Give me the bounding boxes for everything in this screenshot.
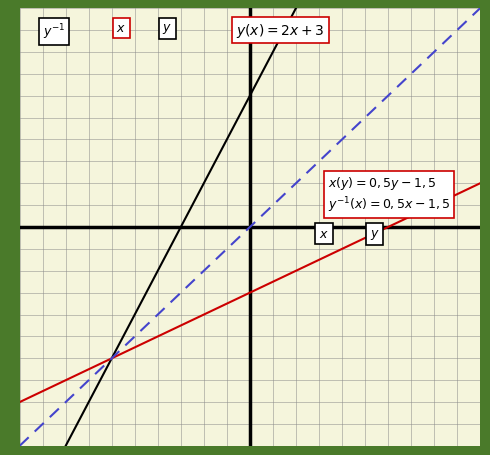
Text: $x$: $x$ — [319, 228, 329, 241]
Text: $y(x) = 2x + 3$: $y(x) = 2x + 3$ — [236, 22, 324, 40]
Text: $y$: $y$ — [162, 22, 172, 36]
Text: $x(y) = 0,5y - 1,5$
$y^{-1}(x) = 0,5x - 1,5$: $x(y) = 0,5y - 1,5$ $y^{-1}(x) = 0,5x - … — [328, 175, 450, 214]
Text: $y^{-1}$: $y^{-1}$ — [43, 22, 65, 42]
Text: $y$: $y$ — [369, 228, 379, 242]
Text: $x$: $x$ — [116, 22, 126, 35]
